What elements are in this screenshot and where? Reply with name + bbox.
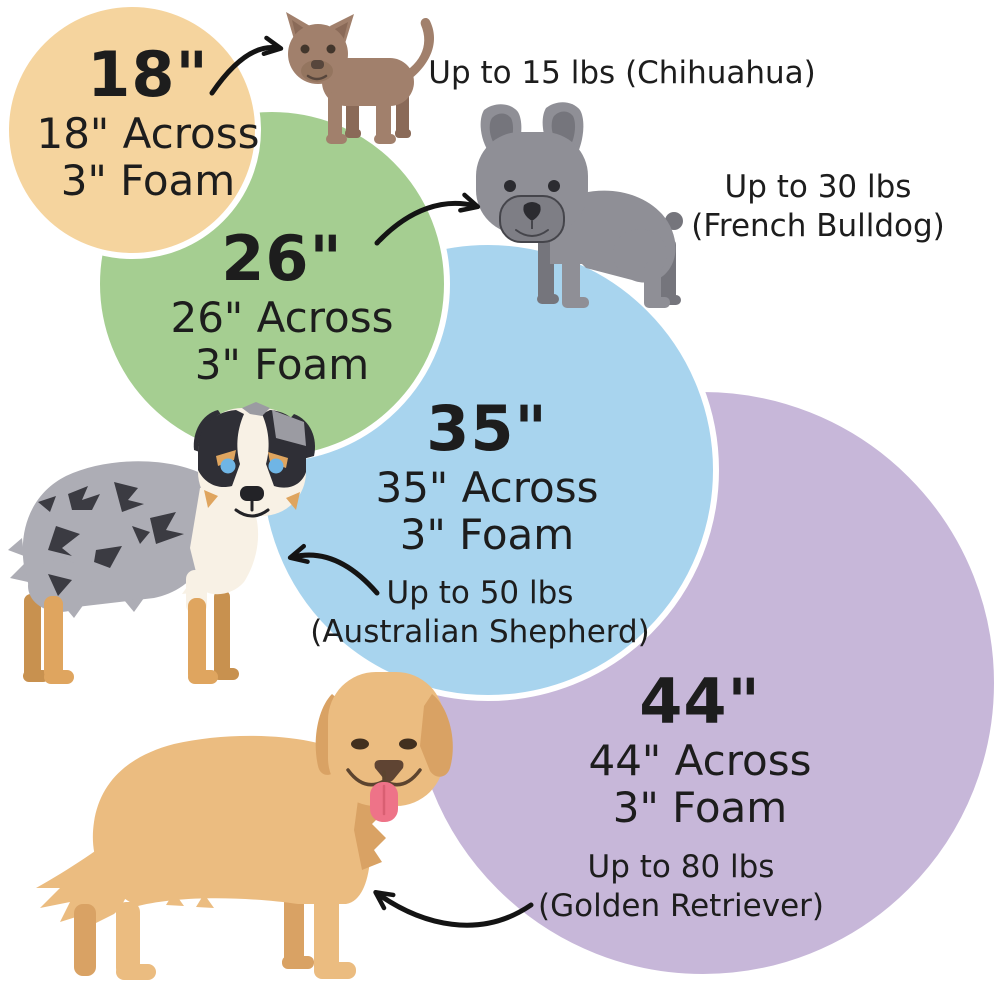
bed-foam-text: 3" Foam [399, 510, 575, 559]
weight-text: Up to 30 lbs [724, 169, 912, 205]
chihuahua-illustration [286, 12, 435, 144]
golden-retriever-illustration [36, 672, 453, 980]
bed-size-text: 26" [221, 222, 343, 295]
breed-text: (Australian Shepherd) [310, 614, 650, 650]
french-bulldog-illustration [476, 102, 683, 308]
bed-label-35: 35" 35" Across 3" Foam [375, 392, 599, 559]
bed-circle-18 [3, 1, 261, 259]
breed-text: (French Bulldog) [691, 208, 945, 244]
bed-across-text: 35" Across [375, 463, 599, 512]
weight-text: Up to 50 lbs [386, 575, 574, 611]
weight-text: Up to 80 lbs [587, 849, 775, 885]
bed-label-44: 44" 44" Across 3" Foam [588, 665, 812, 832]
bed-size-text: 44" [639, 665, 761, 738]
bed-size-text: 18" [87, 38, 209, 111]
bed-across-text: 26" Across [170, 293, 394, 342]
bed-across-text: 18" Across [36, 109, 260, 158]
breed-text: (Golden Retriever) [537, 888, 825, 924]
bed-across-text: 44" Across [588, 736, 812, 785]
weight-label-chihuahua: Up to 15 lbs (Chihuahua) [428, 54, 816, 93]
weight-label-golden-retriever: Up to 80 lbs (Golden Retriever) [538, 848, 824, 926]
bed-foam-text: 3" Foam [612, 783, 788, 832]
weight-label-australian-shepherd: Up to 50 lbs (Australian Shepherd) [310, 574, 650, 652]
bed-size-text: 35" [426, 392, 548, 465]
weight-label-french-bulldog: Up to 30 lbs (French Bulldog) [691, 168, 945, 246]
bed-label-18: 18" 18" Across 3" Foam [36, 38, 260, 205]
bed-foam-text: 3" Foam [194, 340, 370, 389]
australian-shepherd-illustration [8, 402, 316, 684]
bed-foam-text: 3" Foam [60, 156, 236, 205]
bed-label-26: 26" 26" Across 3" Foam [170, 222, 394, 389]
breed-text: (Chihuahua) [625, 55, 816, 91]
weight-text: Up to 15 lbs [428, 55, 616, 91]
